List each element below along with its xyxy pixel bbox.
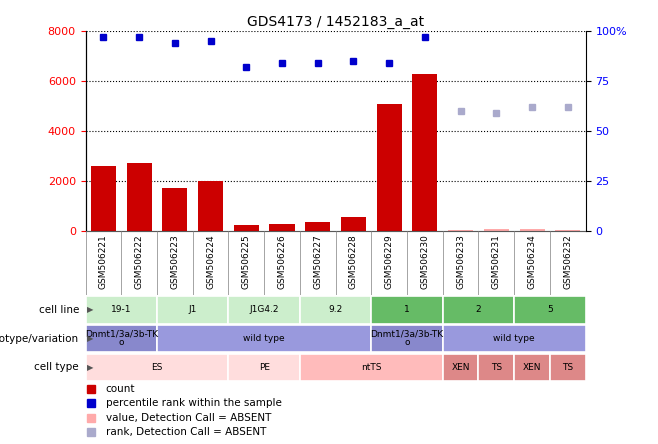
- Text: value, Detection Call = ABSENT: value, Detection Call = ABSENT: [105, 413, 271, 423]
- Text: GSM506225: GSM506225: [241, 234, 251, 289]
- Bar: [443, 325, 586, 353]
- Bar: [86, 296, 157, 324]
- Bar: [520, 230, 545, 231]
- Text: GSM506227: GSM506227: [313, 234, 322, 289]
- Text: GSM506232: GSM506232: [563, 234, 572, 289]
- Text: GSM506228: GSM506228: [349, 234, 358, 289]
- Text: cell type: cell type: [34, 362, 79, 373]
- Text: ES: ES: [151, 363, 163, 372]
- Text: ▶: ▶: [87, 334, 93, 343]
- Text: TS: TS: [562, 363, 573, 372]
- Bar: [443, 296, 514, 324]
- Text: J1G4.2: J1G4.2: [249, 305, 279, 314]
- Text: J1: J1: [188, 305, 197, 314]
- Bar: [371, 325, 443, 353]
- Text: ▶: ▶: [87, 305, 93, 314]
- Text: 5: 5: [547, 305, 553, 314]
- Bar: [555, 230, 580, 231]
- Text: PE: PE: [259, 363, 270, 372]
- Text: 1: 1: [404, 305, 410, 314]
- Text: 9.2: 9.2: [328, 305, 343, 314]
- Bar: [157, 296, 228, 324]
- Bar: [234, 225, 259, 231]
- Text: genotype/variation: genotype/variation: [0, 333, 79, 344]
- Bar: [163, 188, 188, 231]
- Text: rank, Detection Call = ABSENT: rank, Detection Call = ABSENT: [105, 427, 266, 437]
- Bar: [157, 325, 371, 353]
- Text: 19-1: 19-1: [111, 305, 132, 314]
- Text: GSM506231: GSM506231: [492, 234, 501, 289]
- Bar: [228, 296, 300, 324]
- Text: GSM506233: GSM506233: [456, 234, 465, 289]
- Bar: [514, 353, 550, 381]
- Text: GSM506223: GSM506223: [170, 234, 180, 289]
- Bar: [341, 217, 366, 231]
- Text: Dnmt1/3a/3b-TK
o: Dnmt1/3a/3b-TK o: [370, 330, 443, 347]
- Text: TS: TS: [491, 363, 502, 372]
- Text: Dnmt1/3a/3b-TK
o: Dnmt1/3a/3b-TK o: [85, 330, 158, 347]
- Bar: [550, 353, 586, 381]
- Bar: [86, 353, 228, 381]
- Text: GSM506234: GSM506234: [528, 234, 536, 289]
- Bar: [448, 230, 473, 231]
- Bar: [300, 296, 371, 324]
- Bar: [443, 353, 478, 381]
- Bar: [91, 166, 116, 231]
- Text: ▶: ▶: [87, 363, 93, 372]
- Title: GDS4173 / 1452183_a_at: GDS4173 / 1452183_a_at: [247, 15, 424, 29]
- Bar: [228, 353, 300, 381]
- Text: GSM506229: GSM506229: [385, 234, 393, 289]
- Text: GSM506224: GSM506224: [206, 234, 215, 289]
- Bar: [514, 296, 586, 324]
- Text: 2: 2: [476, 305, 481, 314]
- Text: ntTS: ntTS: [361, 363, 382, 372]
- Bar: [126, 163, 151, 231]
- Bar: [484, 229, 509, 231]
- Text: XEN: XEN: [451, 363, 470, 372]
- Text: wild type: wild type: [243, 334, 285, 343]
- Text: wild type: wild type: [494, 334, 535, 343]
- Text: count: count: [105, 384, 135, 394]
- Text: cell line: cell line: [39, 305, 79, 315]
- Text: GSM506222: GSM506222: [135, 234, 143, 289]
- Text: percentile rank within the sample: percentile rank within the sample: [105, 398, 282, 408]
- Bar: [371, 296, 443, 324]
- Bar: [305, 222, 330, 231]
- Bar: [376, 103, 401, 231]
- Text: GSM506226: GSM506226: [278, 234, 286, 289]
- Text: GSM506221: GSM506221: [99, 234, 108, 289]
- Bar: [86, 325, 157, 353]
- Bar: [198, 181, 223, 231]
- Bar: [300, 353, 443, 381]
- Bar: [478, 353, 514, 381]
- Bar: [413, 74, 438, 231]
- Bar: [270, 224, 295, 231]
- Text: GSM506230: GSM506230: [420, 234, 430, 289]
- Text: XEN: XEN: [523, 363, 542, 372]
